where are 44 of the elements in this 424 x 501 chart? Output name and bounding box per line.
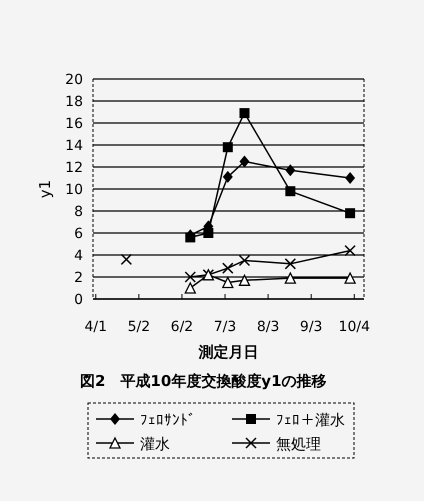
text: 図2 平成10年度交換酸度y1の推移 — [80, 372, 327, 390]
y-tick-label: 20 — [65, 72, 83, 88]
y-tick-label: 18 — [65, 94, 83, 110]
point — [284, 272, 296, 284]
point — [238, 274, 250, 286]
x-tick-label: 7/3 — [214, 319, 236, 335]
point — [345, 208, 356, 218]
point — [184, 282, 196, 294]
point — [344, 244, 356, 256]
y-tick-label: 4 — [74, 248, 84, 264]
x-tick-label: 9/3 — [300, 319, 322, 335]
y-tick-label: 12 — [65, 160, 83, 176]
legend-label: ﾌｪﾛ＋灌水 — [276, 411, 345, 429]
point — [285, 186, 296, 196]
y-axis-title: y1 — [36, 180, 54, 198]
point — [239, 156, 250, 168]
y-tick-label: 6 — [74, 226, 84, 242]
point — [222, 262, 234, 274]
point — [238, 254, 250, 266]
point — [285, 164, 296, 176]
point — [344, 272, 356, 284]
point — [184, 271, 196, 283]
x-tick-label: 5/2 — [128, 319, 150, 335]
x-tick-label: 8/3 — [256, 319, 280, 335]
plot: 0 2 4 6 8 10 12 14 16 18 20 4/1 5/2 6/2 7/3 8/3 9/3 10/4 — [65, 72, 370, 335]
x-axis-title: 測定月日 — [198, 343, 258, 361]
point — [345, 172, 356, 184]
point — [222, 142, 233, 152]
y-tick-label: 0 — [74, 292, 83, 308]
y-tick-label: 14 — [65, 138, 84, 154]
y-tick-label: 8 — [74, 204, 83, 220]
legend-label: ﾌｪﾛｻﾝﾄﾞ — [140, 411, 196, 429]
legend-label: 灌水 — [140, 435, 170, 453]
x-tick-label: 4/1 — [84, 319, 108, 335]
y-tick-label: 10 — [65, 182, 83, 198]
point — [284, 258, 296, 270]
point — [222, 170, 233, 183]
point — [239, 108, 250, 118]
legend-label: 無処理 — [276, 435, 321, 453]
y-tick-label: 16 — [65, 116, 84, 132]
y-tick-label: 2 — [74, 270, 83, 286]
point — [222, 276, 234, 288]
x-tick-label: 10/4 — [338, 319, 370, 335]
x-tick-label: 6/2 — [170, 319, 194, 335]
